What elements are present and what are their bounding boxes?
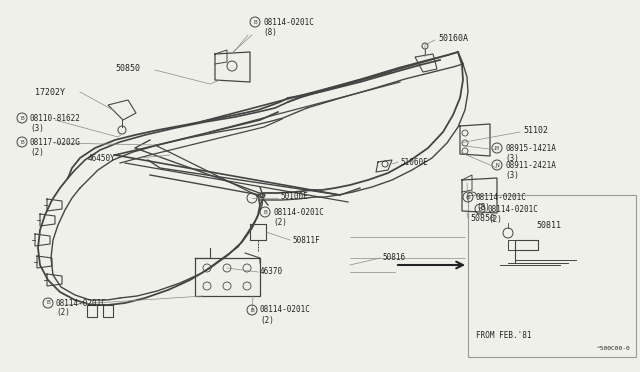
- Text: 08114-0201C: 08114-0201C: [273, 208, 324, 217]
- Text: (8): (8): [476, 202, 490, 212]
- Text: 50100E: 50100E: [280, 192, 308, 201]
- Text: B: B: [263, 209, 267, 215]
- Text: (3): (3): [30, 124, 44, 132]
- Text: 08911-2421A: 08911-2421A: [505, 160, 556, 170]
- Text: 08117-0202G: 08117-0202G: [30, 138, 81, 147]
- Text: B: B: [250, 308, 254, 312]
- Text: FROM FEB.'81: FROM FEB.'81: [476, 330, 531, 340]
- Text: 08114-0201C: 08114-0201C: [263, 17, 314, 26]
- Text: 46370: 46370: [260, 267, 283, 276]
- Text: ^500C00·0: ^500C00·0: [597, 346, 631, 352]
- Text: 46450Y: 46450Y: [88, 154, 116, 163]
- Text: B: B: [46, 301, 50, 305]
- Text: B: B: [20, 140, 24, 144]
- Text: 17202Y: 17202Y: [35, 87, 65, 96]
- Text: 08114-0201C: 08114-0201C: [260, 305, 311, 314]
- Text: (2): (2): [260, 315, 274, 324]
- Text: (2): (2): [488, 215, 502, 224]
- Text: 08114-0201C: 08114-0201C: [488, 205, 539, 214]
- Text: 08114-0201C: 08114-0201C: [476, 192, 527, 202]
- Text: (3): (3): [505, 154, 519, 163]
- Text: B: B: [478, 206, 482, 212]
- Text: 50850: 50850: [470, 214, 495, 222]
- Text: 50816: 50816: [382, 253, 405, 263]
- Text: B: B: [20, 115, 24, 121]
- Text: 08114-0201C: 08114-0201C: [56, 298, 107, 308]
- Text: 50811F: 50811F: [292, 235, 320, 244]
- Text: M: M: [495, 145, 499, 151]
- Text: 08110-81622: 08110-81622: [30, 113, 81, 122]
- Text: B: B: [466, 195, 470, 199]
- Text: 50160A: 50160A: [438, 33, 468, 42]
- Text: N: N: [495, 163, 499, 167]
- Text: B: B: [253, 19, 257, 25]
- Text: (2): (2): [273, 218, 287, 227]
- Text: (8): (8): [263, 28, 277, 36]
- Text: 08915-1421A: 08915-1421A: [505, 144, 556, 153]
- Text: (2): (2): [56, 308, 70, 317]
- Text: (2): (2): [30, 148, 44, 157]
- Text: 50850: 50850: [115, 64, 140, 73]
- Text: 51102: 51102: [523, 125, 548, 135]
- Text: (3): (3): [505, 170, 519, 180]
- Text: 51060E: 51060E: [400, 157, 428, 167]
- Bar: [468, 195, 636, 357]
- Text: 50811: 50811: [536, 221, 561, 230]
